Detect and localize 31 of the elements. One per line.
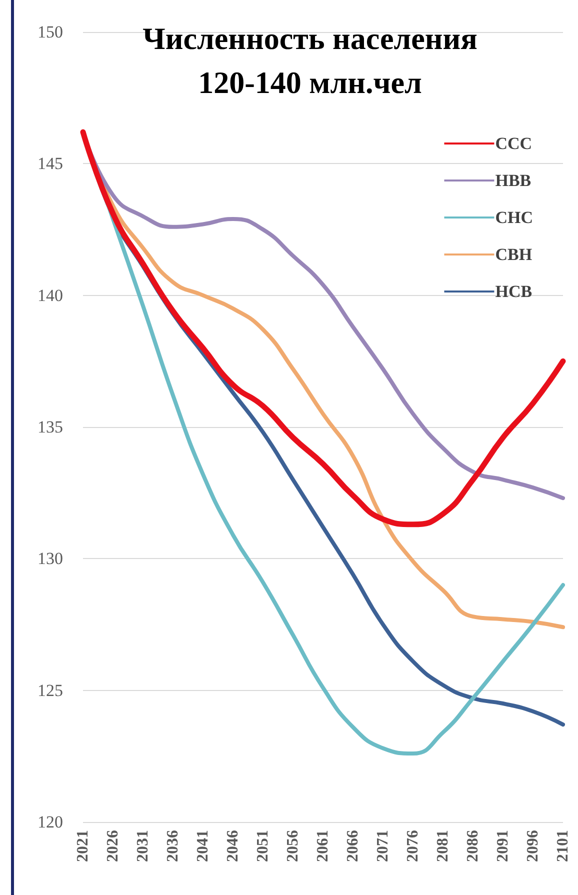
y-tick-label: 140 — [38, 286, 63, 305]
y-tick-label: 135 — [38, 418, 63, 436]
y-tick-label: 125 — [38, 680, 63, 700]
legend-label: НВВ — [495, 171, 532, 190]
x-tick-label: 2046 — [224, 830, 242, 862]
y-tick-label: 120 — [38, 812, 63, 832]
y-tick-label: 145 — [38, 154, 63, 174]
x-tick-label: 2051 — [254, 830, 272, 862]
y-tick-label: 130 — [38, 549, 63, 568]
x-tick-label: 2026 — [104, 830, 122, 862]
chart-title: Численность населения — [142, 21, 478, 56]
x-tick-label: 2101 — [554, 830, 572, 862]
x-tick-label: 2091 — [494, 830, 512, 862]
legend-label: СВН — [495, 245, 532, 264]
legend-label: ССС — [495, 134, 532, 153]
legend-label: СНС — [495, 208, 534, 227]
x-tick-label: 2031 — [134, 830, 152, 862]
x-tick-label: 2081 — [434, 830, 452, 862]
x-tick-label: 2021 — [74, 830, 92, 862]
x-tick-label: 2041 — [194, 830, 212, 862]
y-tick-label: 150 — [38, 22, 63, 42]
x-tick-label: 2096 — [524, 830, 542, 862]
text: 120-140 млн.чел — [198, 65, 422, 100]
x-tick-label: 2086 — [464, 830, 482, 862]
legend-label: НСВ — [495, 282, 532, 301]
x-tick-label: 2071 — [374, 830, 392, 862]
x-tick-label: 2066 — [344, 830, 362, 862]
x-tick-label: 2061 — [314, 830, 332, 862]
x-tick-label: 2036 — [164, 830, 182, 862]
x-tick-label: 2056 — [284, 830, 302, 862]
x-tick-label: 2076 — [404, 830, 422, 862]
